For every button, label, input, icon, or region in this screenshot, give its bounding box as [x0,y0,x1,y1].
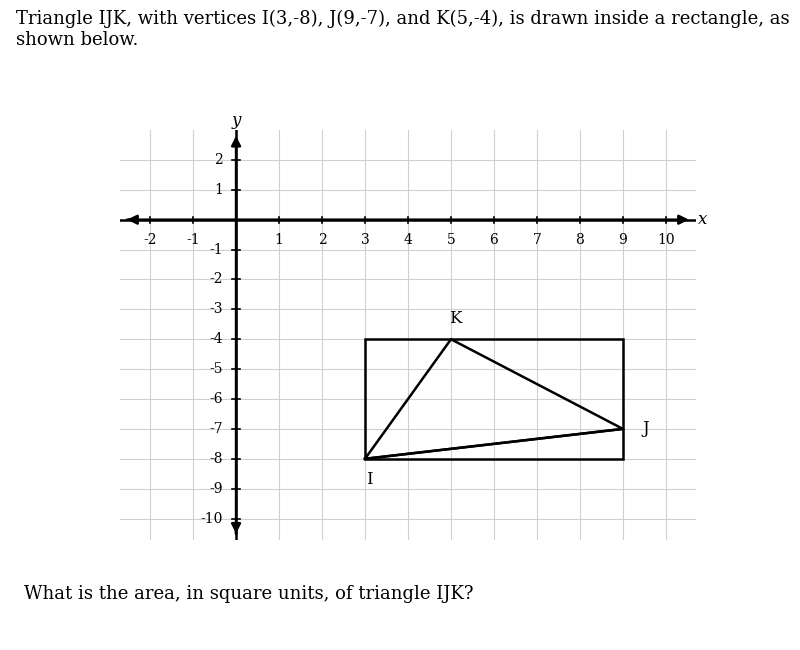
Text: -2: -2 [210,272,223,287]
Text: J: J [642,421,649,437]
Text: 9: 9 [618,233,627,247]
Text: -4: -4 [210,332,223,346]
Text: 10: 10 [657,233,674,247]
Text: Triangle IJK, with vertices I(3,-8), J(9,-7), and K(5,-4), is drawn inside a rec: Triangle IJK, with vertices I(3,-8), J(9… [16,10,790,49]
Text: -6: -6 [210,392,223,406]
Text: y: y [231,112,241,129]
Text: 3: 3 [361,233,370,247]
Text: -2: -2 [143,233,157,247]
Text: What is the area, in square units, of triangle IJK?: What is the area, in square units, of tr… [24,585,474,603]
Text: x: x [698,211,707,228]
Text: 8: 8 [575,233,584,247]
Text: -7: -7 [210,422,223,436]
Text: I: I [366,471,373,488]
Text: 1: 1 [214,183,223,197]
Text: K: K [449,310,462,328]
Text: 2: 2 [318,233,326,247]
Text: -10: -10 [201,512,223,526]
Text: 4: 4 [403,233,413,247]
Bar [365,339,623,459]
Text: -8: -8 [210,452,223,466]
Text: 2: 2 [214,153,223,167]
Text: 5: 5 [446,233,455,247]
Text: 1: 1 [274,233,283,247]
Text: -1: -1 [186,233,200,247]
Text: -9: -9 [210,482,223,496]
Text: -3: -3 [210,302,223,317]
Text: -1: -1 [210,242,223,257]
Text: 6: 6 [490,233,498,247]
Text: -5: -5 [210,362,223,376]
Text: 7: 7 [533,233,542,247]
